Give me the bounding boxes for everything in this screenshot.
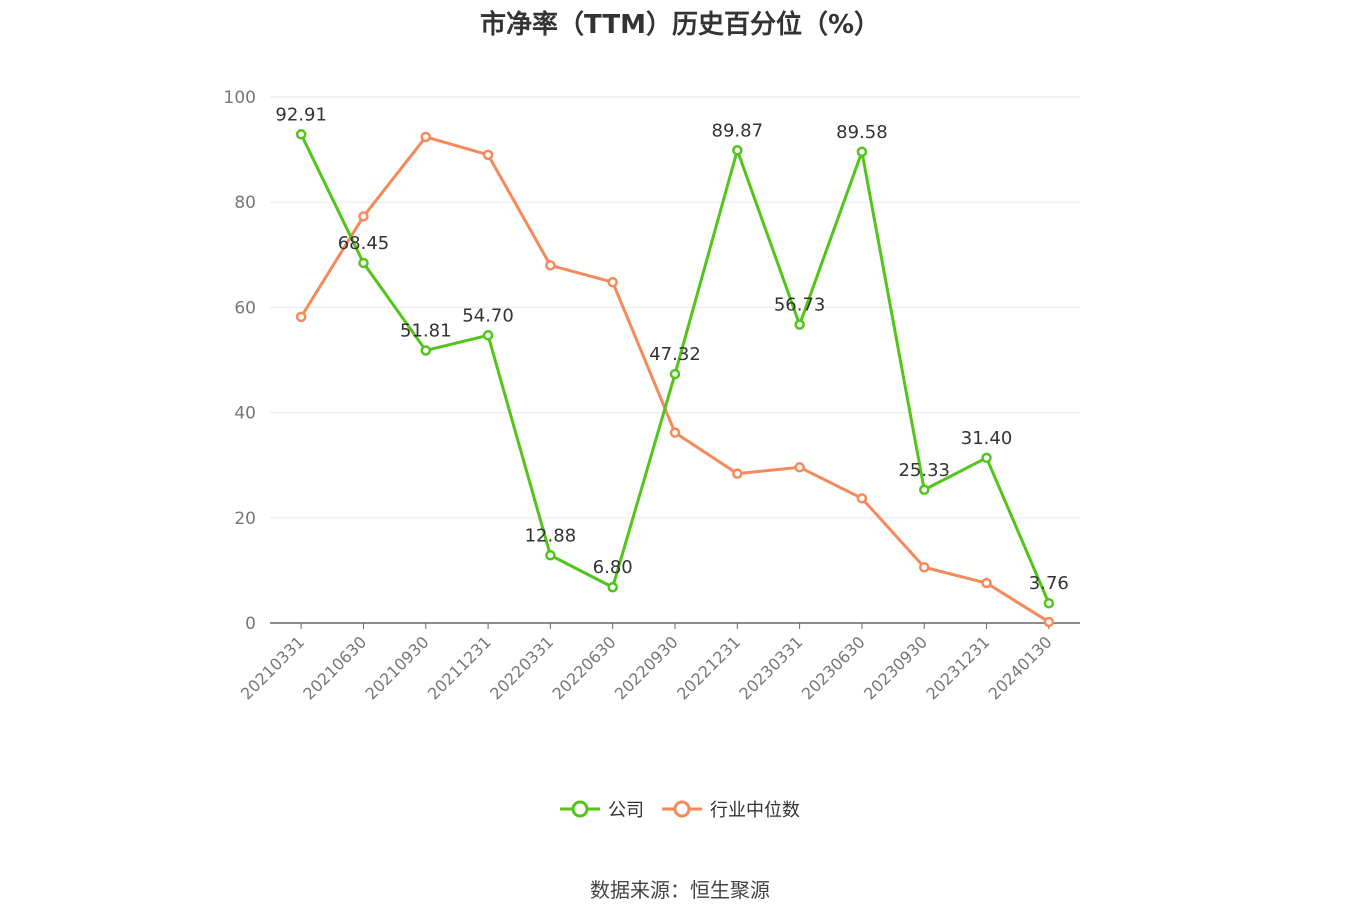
source-note: 数据来源：恒生聚源 xyxy=(590,878,770,902)
data-point xyxy=(1043,616,1055,628)
data-label: 6.80 xyxy=(593,557,633,578)
data-point xyxy=(420,345,432,356)
data-label: 51.81 xyxy=(400,320,452,341)
x-tick-label: 20210930 xyxy=(362,632,433,703)
data-point xyxy=(918,561,930,573)
data-label: 89.58 xyxy=(836,122,888,143)
data-point xyxy=(1043,597,1055,609)
data-point xyxy=(607,581,618,593)
data-point xyxy=(732,145,743,156)
legend-item-industry[interactable]: 行业中位数 xyxy=(662,796,800,822)
data-point xyxy=(420,131,432,143)
chart-title: 市净率（TTM）历史百分位（%） xyxy=(480,10,880,40)
data-point xyxy=(856,146,868,158)
data-label: 31.40 xyxy=(961,428,1013,449)
data-point xyxy=(545,260,556,271)
grid-layer xyxy=(270,96,1080,519)
data-point xyxy=(794,319,805,330)
x-tick-label: 20220331 xyxy=(486,632,557,703)
legend-industry-label: 行业中位数 xyxy=(710,800,800,821)
x-tick-label: 20221231 xyxy=(673,632,744,703)
axis-layer: 0 20 40 60 80 100 2021033120210630202109302021… xyxy=(224,88,1080,703)
data-point xyxy=(482,330,494,341)
data-point xyxy=(794,462,805,473)
y-tick-label: 100 xyxy=(224,88,256,108)
data-label: 47.32 xyxy=(649,344,701,365)
data-label: 68.45 xyxy=(338,233,390,254)
x-tick-label: 20231231 xyxy=(922,632,993,703)
x-tick-label: 20230930 xyxy=(860,632,931,703)
series-line xyxy=(299,133,1051,604)
data-point xyxy=(669,368,681,380)
data-point xyxy=(856,493,868,504)
x-tick-label: 20210331 xyxy=(237,632,308,703)
data-label: 56.73 xyxy=(774,295,826,316)
data-point xyxy=(918,484,930,496)
data-point xyxy=(981,452,992,464)
y-tick-label: 0 xyxy=(245,614,256,634)
data-point xyxy=(358,257,369,269)
data-point xyxy=(669,427,681,438)
data-point xyxy=(358,211,369,222)
data-point xyxy=(981,577,992,589)
y-tick-label: 60 xyxy=(234,298,256,318)
y-tick-label: 80 xyxy=(234,193,256,213)
data-point xyxy=(732,468,743,479)
y-tick-label: 20 xyxy=(234,509,256,529)
data-label: 89.87 xyxy=(712,120,764,141)
legend: 公司 行业中位数 xyxy=(0,796,1360,822)
data-label: 54.70 xyxy=(462,305,514,326)
y-tick-label: 40 xyxy=(234,404,256,424)
x-tick-label: 20220930 xyxy=(611,632,682,703)
x-tick-label: 20230630 xyxy=(798,632,869,703)
series-layer xyxy=(295,129,1055,628)
data-point xyxy=(295,129,307,140)
legend-item-company[interactable]: 公司 xyxy=(560,796,644,822)
data-point xyxy=(545,550,556,561)
data-label: 12.88 xyxy=(525,525,577,546)
x-tick-label: 20211231 xyxy=(424,632,495,703)
data-point xyxy=(607,276,618,288)
data-label: 92.91 xyxy=(275,104,327,125)
x-tick-label: 20210630 xyxy=(299,632,370,703)
x-tick-label: 20220630 xyxy=(549,632,620,703)
x-tick-label: 20230331 xyxy=(735,632,806,703)
data-point xyxy=(482,149,494,161)
data-label: 3.76 xyxy=(1029,573,1069,594)
x-tick-label: 20240130 xyxy=(985,632,1056,703)
data-point xyxy=(295,311,307,323)
legend-industry-marker-icon xyxy=(662,800,702,818)
legend-company-label: 公司 xyxy=(608,800,644,821)
legend-company-marker-icon xyxy=(560,800,600,818)
data-label: 25.33 xyxy=(898,460,950,481)
data-label-layer: 92.91 68.45 51.81 54.70 12.88 6.80 47.32 89.87 5… xyxy=(275,104,1068,594)
series-line xyxy=(299,135,1050,624)
